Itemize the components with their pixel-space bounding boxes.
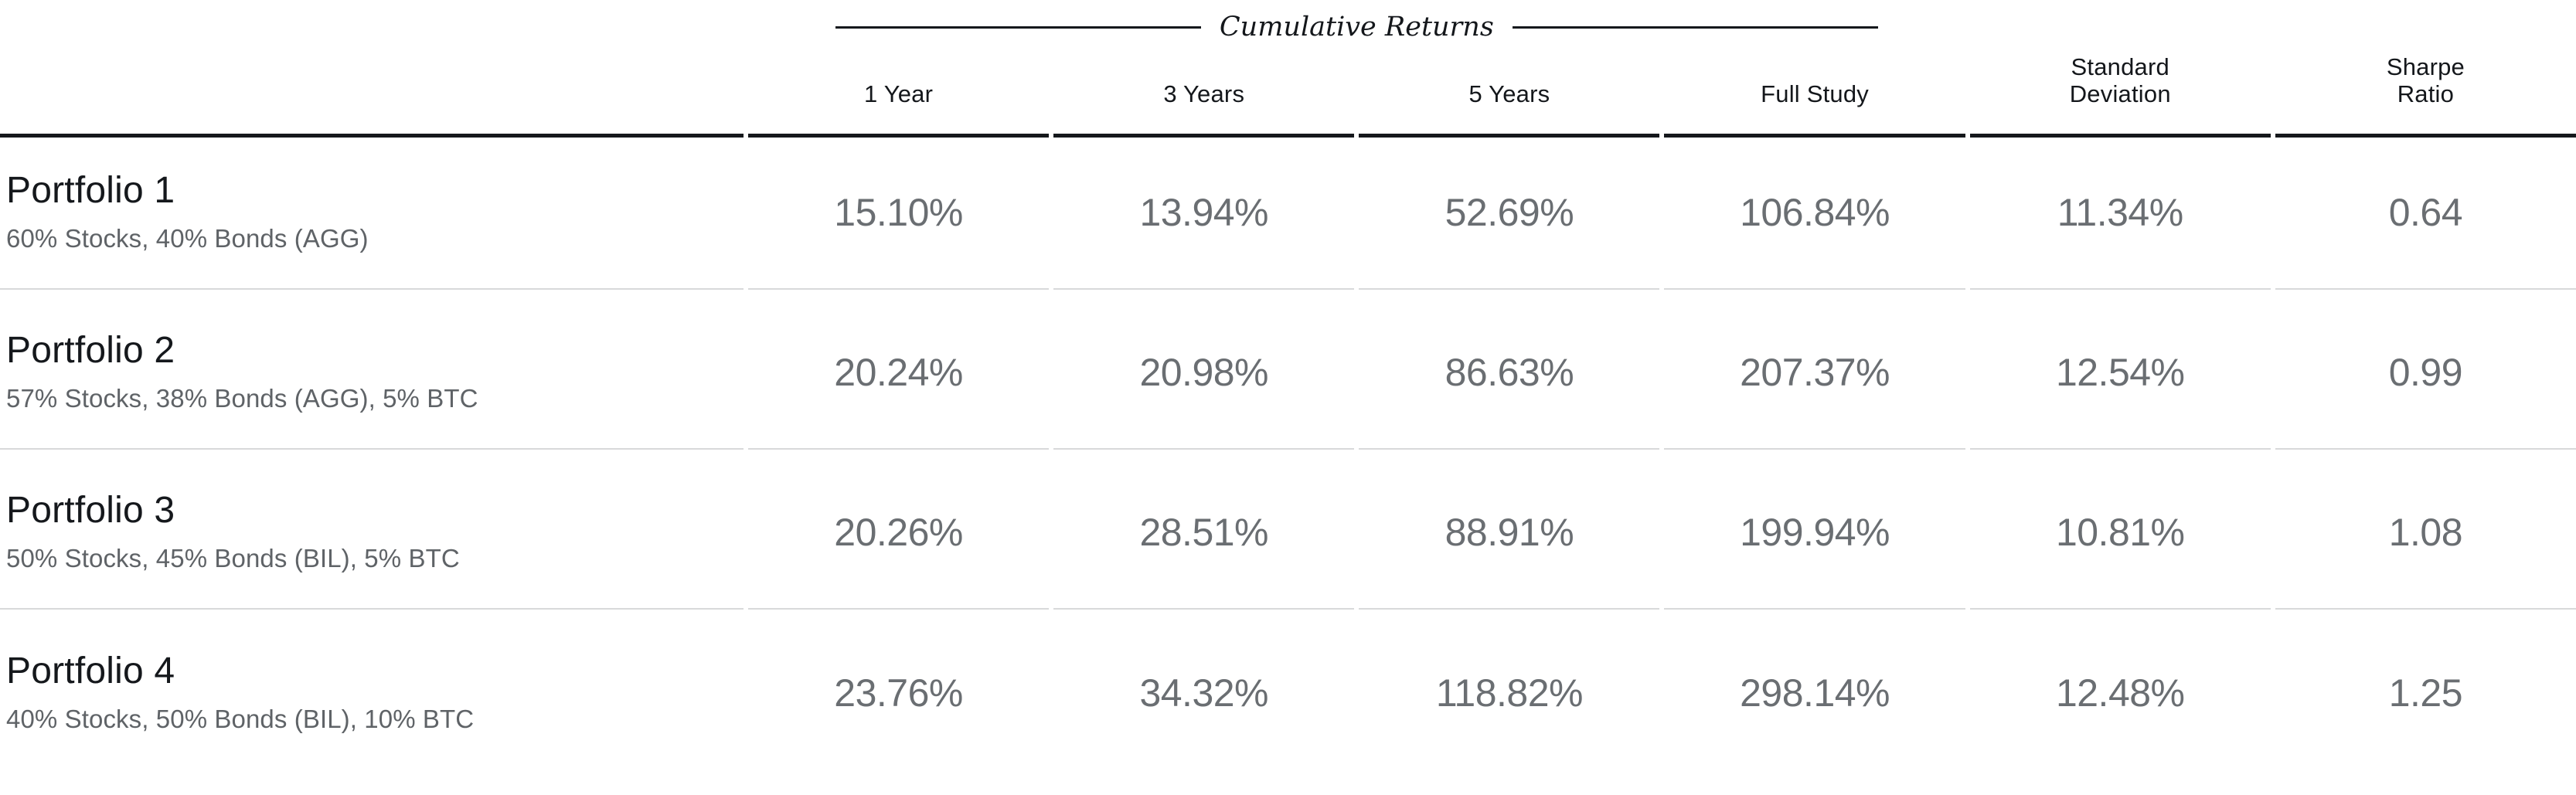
portfolio-title: Portfolio 4: [6, 651, 175, 691]
column-header-portfolio: [0, 54, 744, 138]
value-5-years: 118.82%: [1435, 671, 1584, 715]
value-3-years: 34.32%: [1139, 671, 1269, 715]
portfolio-title: Portfolio 1: [6, 170, 175, 211]
group-header-spacer: [0, 0, 744, 54]
value-1-year: 20.24%: [748, 290, 1050, 450]
column-header-row: 1 Year 3 Years 5 Years Full Study Standa…: [0, 53, 2576, 138]
column-header-standard-deviation: Standard Deviation: [1969, 53, 2271, 138]
value-standard-deviation: 12.54%: [1969, 290, 2271, 450]
value-5-years: 88.91%: [1359, 450, 1660, 610]
table-row-portfolio-3: Portfolio 3 50% Stocks, 45% Bonds (BIL),…: [0, 450, 2576, 610]
portfolio-title: Portfolio 2: [6, 330, 175, 371]
value-1-year: 20.26%: [748, 450, 1050, 610]
column-header-sharpe-ratio: Sharpe Ratio: [2275, 53, 2576, 138]
portfolio-description: 40% Stocks, 50% Bonds (BIL), 10% BTC: [6, 705, 475, 733]
portfolio-performance-table: Cumulative Returns 1 Year 3 Years 5 Year…: [0, 0, 2576, 770]
group-header-spacer: [2275, 0, 2576, 54]
value-1-year: 23.76%: [834, 671, 963, 715]
group-header-title: Cumulative Returns: [1219, 12, 1494, 42]
value-3-years: 28.51%: [1053, 450, 1355, 610]
portfolio-title: Portfolio 3: [6, 490, 175, 531]
value-3-years: 13.94%: [1053, 130, 1355, 290]
portfolio-label-cell: Portfolio 3 50% Stocks, 45% Bonds (BIL),…: [0, 450, 744, 610]
column-header-3-years: 3 Years: [1053, 54, 1355, 138]
value-1-year: 15.10%: [748, 130, 1050, 290]
group-header-row: Cumulative Returns: [0, 0, 2576, 54]
column-header-5-years: 5 Years: [1359, 54, 1660, 138]
group-header: Cumulative Returns: [748, 0, 1965, 54]
value-sharpe-ratio: 1.08: [2275, 450, 2576, 610]
value-sharpe-ratio: 1.25: [2388, 671, 2463, 715]
group-header-rule-right: [1512, 25, 1878, 29]
portfolio-description: 60% Stocks, 40% Bonds (AGG): [6, 224, 369, 253]
group-header-spacer: [1970, 0, 2271, 54]
value-5-years: 86.63%: [1359, 290, 1660, 450]
table-row-portfolio-4: Portfolio 4 40% Stocks, 50% Bonds (BIL),…: [0, 610, 2576, 770]
group-header-rule-left: [835, 25, 1201, 29]
value-3-years: 20.98%: [1053, 290, 1355, 450]
column-header-1-year: 1 Year: [748, 54, 1050, 138]
value-standard-deviation: 12.48%: [2055, 671, 2185, 715]
portfolio-label-cell: Portfolio 2 57% Stocks, 38% Bonds (AGG),…: [0, 290, 744, 450]
portfolio-description: 57% Stocks, 38% Bonds (AGG), 5% BTC: [6, 384, 478, 413]
portfolio-description: 50% Stocks, 45% Bonds (BIL), 5% BTC: [6, 544, 460, 572]
portfolio-label-cell: Portfolio 4 40% Stocks, 50% Bonds (BIL),…: [0, 610, 744, 770]
value-full-study: 207.37%: [1664, 290, 1965, 450]
table-row-portfolio-1: Portfolio 1 60% Stocks, 40% Bonds (AGG) …: [0, 130, 2576, 290]
value-standard-deviation: 11.34%: [1969, 130, 2271, 290]
value-sharpe-ratio: 0.99: [2275, 290, 2576, 450]
value-full-study: 199.94%: [1664, 450, 1965, 610]
column-header-full-study: Full Study: [1664, 54, 1965, 138]
value-5-years: 52.69%: [1359, 130, 1660, 290]
table-row-portfolio-2: Portfolio 2 57% Stocks, 38% Bonds (AGG),…: [0, 290, 2576, 450]
value-sharpe-ratio: 0.64: [2275, 130, 2576, 290]
portfolio-label-cell: Portfolio 1 60% Stocks, 40% Bonds (AGG): [0, 130, 744, 290]
value-full-study: 298.14%: [1740, 671, 1890, 715]
value-standard-deviation: 10.81%: [1969, 450, 2271, 610]
value-full-study: 106.84%: [1664, 130, 1965, 290]
